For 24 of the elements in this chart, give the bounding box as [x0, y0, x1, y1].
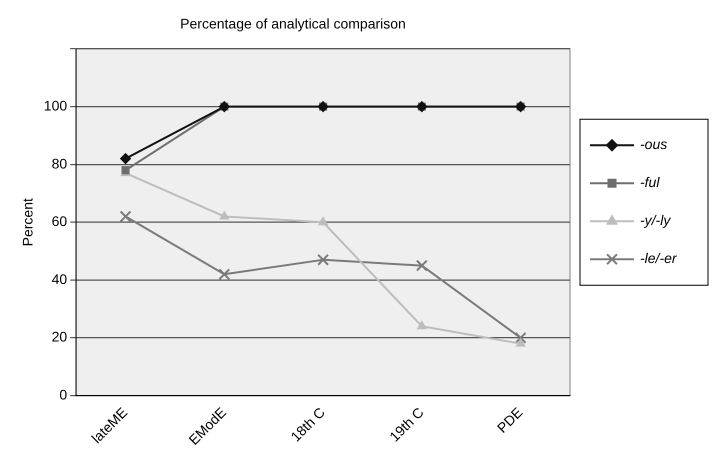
point	[317, 254, 330, 266]
y-tick-label: 100	[44, 97, 68, 114]
y-tick-label: 0	[59, 386, 68, 403]
y-tick-label: 80	[52, 155, 68, 172]
y-tick-label: 40	[52, 270, 68, 287]
x-tick-label: 18th C	[287, 404, 328, 445]
y-tick-label: 20	[52, 328, 68, 345]
y-tick-label: 60	[52, 213, 68, 230]
legend-label: -ful	[640, 174, 660, 190]
point	[318, 216, 328, 226]
point	[514, 332, 527, 344]
point	[417, 320, 427, 330]
y-axis-title: Percent	[19, 198, 36, 246]
x-tick-label: 19th C	[386, 404, 427, 445]
point	[120, 153, 132, 164]
point	[516, 338, 526, 347]
legend-label: -y/-ly	[640, 212, 672, 228]
point	[219, 210, 230, 220]
legend-label: -ous	[640, 136, 668, 152]
chart-title: Percentage of analytical comparison	[180, 15, 406, 32]
legend-label: -le/-er	[640, 250, 678, 266]
point	[120, 210, 132, 222]
point	[218, 268, 230, 280]
point	[416, 260, 428, 272]
